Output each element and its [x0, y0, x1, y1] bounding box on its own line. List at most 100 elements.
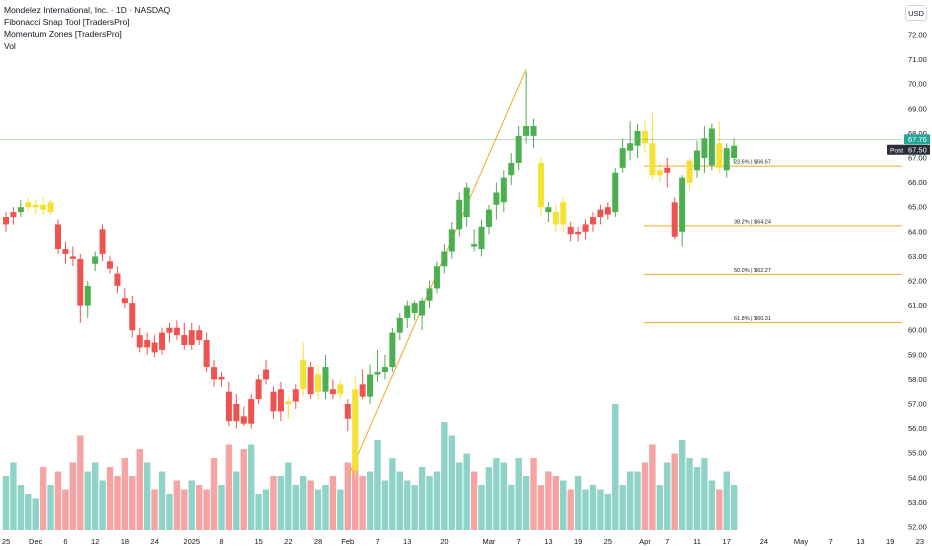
candle [367, 364, 374, 404]
volume-bar [723, 471, 730, 530]
currency-button[interactable]: USD [905, 5, 927, 21]
candle-body [233, 404, 240, 422]
volume-bar [17, 485, 25, 530]
volume-bar [366, 471, 374, 530]
volume-bar [656, 485, 664, 530]
indicator-volume[interactable]: Vol [4, 41, 16, 51]
time-axis[interactable]: 25 Dec 6 12 18 24 2025 8 15 22 28 Feb 7 13 20 Mar 7 13 19 2… [2, 537, 924, 546]
volume-bar [47, 485, 54, 530]
candle [203, 332, 210, 373]
indicator-momentum-zones[interactable]: Momentum Zones [TradersPro] [4, 29, 122, 39]
volume-bar [277, 476, 285, 530]
price-tick-label: 52.00 [908, 523, 927, 532]
price-tick-label: 61.00 [908, 301, 927, 310]
post-tag-label: Post [890, 147, 903, 154]
volume-bars [2, 404, 738, 530]
candle-body [329, 389, 336, 395]
candle [589, 212, 596, 232]
candle [292, 384, 299, 409]
candle-body [203, 340, 210, 368]
candle-body [196, 330, 203, 341]
candles [3, 71, 738, 478]
candle [478, 219, 485, 257]
volume-bar [344, 462, 351, 530]
time-tick-label: 22 [284, 537, 292, 546]
volume-bar [582, 489, 589, 530]
candle [25, 197, 32, 213]
candle-body [679, 177, 686, 232]
post-tag-bg [887, 144, 905, 155]
candle [500, 170, 507, 213]
time-tick-label: 25 [2, 537, 10, 546]
fib-level-label: 61.8% | $60.31 [734, 316, 771, 322]
candle [664, 158, 671, 188]
candle-body [545, 207, 552, 213]
candle-body [396, 317, 403, 333]
volume-bar [612, 404, 619, 530]
candle-body [144, 340, 151, 348]
candle [300, 342, 307, 397]
price-tick-label: 53.00 [908, 498, 927, 507]
price-tick-label: 71.00 [908, 55, 927, 64]
price-tick-label: 54.00 [908, 473, 927, 482]
candle [493, 182, 500, 220]
candle [619, 138, 626, 173]
volume-bar [151, 489, 158, 530]
candle-body [582, 224, 589, 232]
candle-body [218, 376, 225, 380]
price-tick-label: 60.00 [908, 326, 927, 335]
candle-body [173, 327, 180, 336]
indicator-fib-snap[interactable]: Fibonacci Snap Tool [TradersPro] [4, 17, 130, 27]
volume-bar [589, 485, 597, 530]
time-tick-label: Mar [482, 537, 495, 546]
volume-bar [292, 485, 299, 530]
volume-bar [32, 498, 39, 530]
candle [166, 322, 173, 343]
volume-bar [708, 480, 716, 530]
time-tick-label: 2025 [183, 537, 200, 546]
time-tick-label: 7 [375, 537, 379, 546]
time-tick-label: 25 [604, 537, 612, 546]
volume-bar [173, 480, 181, 530]
fib-level-label: 23.6% | $66.67 [734, 160, 771, 166]
volume-bar [233, 471, 240, 530]
candle-body [315, 374, 322, 392]
volume-bar [485, 467, 493, 530]
candle [612, 167, 619, 218]
fib-level-label: 50.0% | $62.27 [734, 268, 771, 274]
candle-body [40, 204, 47, 210]
candle-body [537, 162, 544, 208]
candle [69, 246, 76, 267]
candle [255, 374, 262, 404]
volume-bar [396, 471, 403, 530]
symbol-title[interactable]: Mondelez International, Inc. · 1D · NASD… [4, 5, 171, 15]
candle [62, 241, 69, 264]
candle [3, 212, 9, 232]
candle [649, 111, 656, 181]
time-tick-label: 24 [760, 537, 768, 546]
candle-body [575, 231, 582, 235]
candle-body [292, 389, 299, 402]
volume-bar [381, 480, 389, 530]
volume-bar [508, 485, 515, 530]
price-axis[interactable]: 52.00 53.00 54.00 55.00 56.00 57.00 58.00 59.00… [887, 31, 930, 532]
time-tick-label: Feb [341, 537, 354, 546]
candle-body [508, 162, 515, 176]
candle-body [456, 199, 463, 230]
volume-bar [240, 449, 247, 530]
price-tick-label: 66.00 [908, 178, 927, 187]
volume-bar [418, 467, 426, 530]
volume-bar [143, 462, 151, 530]
candle [337, 379, 344, 400]
time-tick-label: 13 [403, 537, 411, 546]
candle [604, 202, 611, 220]
time-tick-label: 11 [693, 537, 701, 546]
candle-body [285, 401, 292, 404]
time-tick-label: 20 [440, 537, 448, 546]
time-tick-label: 17 [723, 537, 731, 546]
candle [344, 399, 351, 432]
volume-bar [121, 458, 129, 530]
candle [374, 349, 381, 382]
